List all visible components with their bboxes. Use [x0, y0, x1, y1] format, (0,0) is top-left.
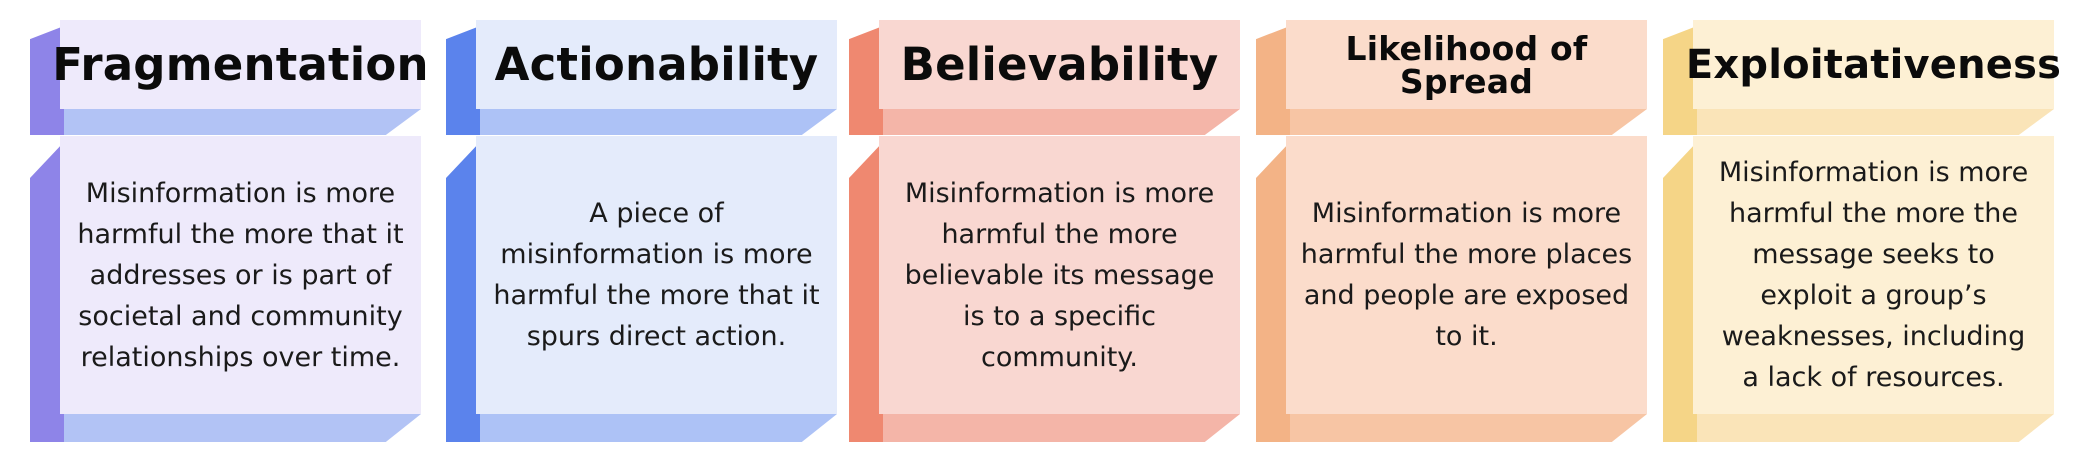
criterion-title: Fragmentation	[52, 38, 429, 91]
box-bottom-edge	[849, 414, 1240, 442]
box-face	[60, 136, 421, 414]
box-side-edge	[446, 142, 480, 442]
criterion-header-box: Believability	[849, 20, 1240, 135]
criterion-body-box: Misinformation is more harmful the more …	[30, 136, 421, 442]
criterion-description: Misinformation is more harmful the more …	[77, 177, 404, 373]
box-bottom-edge	[30, 414, 421, 442]
criterion-header-box: Exploitativeness	[1663, 20, 2062, 135]
criterion-believability: Believability Misinformation is more har…	[849, 0, 1240, 474]
criterion-description: Misinformation is more harmful the more …	[1718, 157, 2029, 393]
criterion-header-box: Likelihood of Spread	[1256, 20, 1647, 135]
criterion-body-box: A piece of misinformation is more harmfu…	[446, 136, 837, 442]
box-side-edge	[30, 142, 64, 442]
box-side-edge	[1256, 26, 1290, 135]
criterion-description: Misinformation is more harmful the more …	[1300, 198, 1633, 352]
box-face	[476, 136, 837, 414]
box-face	[1286, 136, 1647, 414]
criterion-title: Likelihood of Spread	[1345, 28, 1588, 101]
criterion-title: Believability	[900, 38, 1219, 91]
criterion-actionability: Actionability A piece of misinformation …	[446, 0, 837, 474]
box-bottom-edge	[1256, 414, 1647, 442]
box-face	[60, 20, 421, 109]
box-bottom-edge	[446, 414, 837, 442]
criterion-header-box: Actionability	[446, 20, 837, 135]
box-side-edge	[1256, 142, 1290, 442]
box-bottom-edge	[1663, 414, 2054, 442]
criterion-title: Actionability	[494, 38, 819, 91]
box-bottom-edge	[849, 109, 1240, 135]
box-face	[476, 20, 837, 109]
criterion-likelihood-of-spread: Likelihood of Spread Misinformation is m…	[1256, 0, 1647, 474]
box-side-edge	[30, 26, 64, 135]
criterion-description: Misinformation is more harmful the more …	[904, 177, 1215, 373]
criterion-exploitativeness: Exploitativeness Misinformation is more …	[1663, 0, 2062, 474]
box-bottom-edge	[30, 109, 421, 135]
box-face	[1286, 20, 1647, 109]
box-face	[1693, 136, 2054, 414]
box-face	[879, 136, 1240, 414]
box-side-edge	[1663, 26, 1697, 135]
box-side-edge	[446, 26, 480, 135]
box-bottom-edge	[446, 109, 837, 135]
box-face	[879, 20, 1240, 109]
criterion-fragmentation: Fragmentation Misinformation is more har…	[30, 0, 429, 474]
box-side-edge	[849, 142, 883, 442]
box-bottom-edge	[1256, 109, 1647, 135]
criterion-body-box: Misinformation is more harmful the more …	[1663, 136, 2054, 442]
criterion-description: A piece of misinformation is more harmfu…	[493, 198, 820, 352]
criterion-body-box: Misinformation is more harmful the more …	[849, 136, 1240, 442]
criterion-body-box: Misinformation is more harmful the more …	[1256, 136, 1647, 442]
criterion-header-box: Fragmentation	[30, 20, 429, 135]
box-face	[1693, 20, 2054, 109]
box-side-edge	[1663, 142, 1697, 442]
box-bottom-edge	[1663, 109, 2054, 135]
box-side-edge	[849, 26, 883, 135]
criterion-title: Exploitativeness	[1685, 41, 2062, 88]
